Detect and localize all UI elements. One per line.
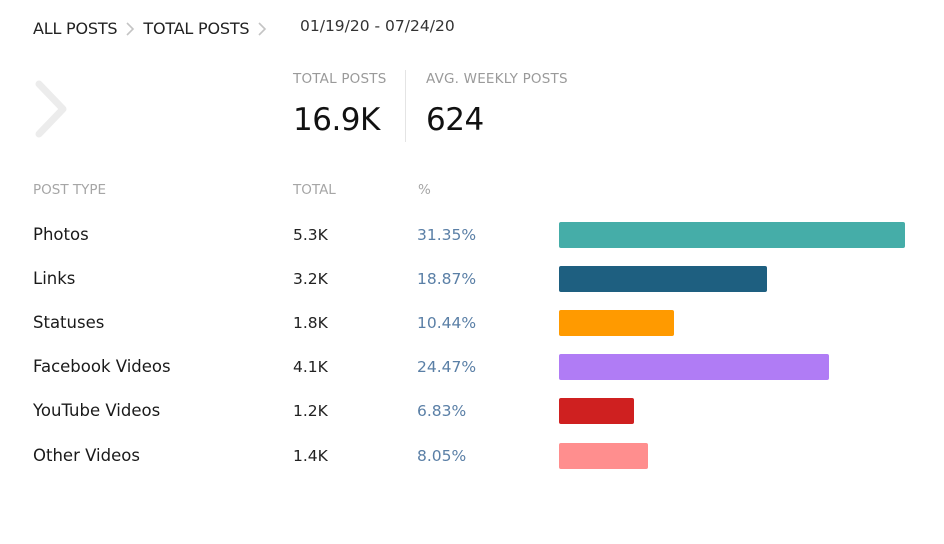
stat-avg-weekly-posts: AVG. WEEKLY POSTS 624 xyxy=(426,70,568,138)
chevron-right-large-icon[interactable] xyxy=(33,80,71,142)
table-row[interactable]: Links 3.2K 18.87% xyxy=(0,266,944,292)
row-bar xyxy=(559,443,648,469)
table-row[interactable]: YouTube Videos 1.2K 6.83% xyxy=(0,398,944,424)
table-row[interactable]: Statuses 1.8K 10.44% xyxy=(0,310,944,336)
row-percent: 8.05% xyxy=(417,447,467,465)
breadcrumb: ALL POSTS TOTAL POSTS xyxy=(33,16,275,40)
row-percent: 31.35% xyxy=(417,226,477,244)
row-percent: 24.47% xyxy=(417,358,477,376)
row-bar xyxy=(559,354,829,380)
table-row[interactable]: Photos 5.3K 31.35% xyxy=(0,222,944,248)
table-row[interactable]: Other Videos 1.4K 8.05% xyxy=(0,443,944,469)
row-bar xyxy=(559,398,634,424)
row-percent: 6.83% xyxy=(417,402,467,420)
column-header-percent: % xyxy=(418,182,431,198)
row-post-type: YouTube Videos xyxy=(33,401,161,420)
column-header-post-type: POST TYPE xyxy=(33,182,107,198)
date-range[interactable]: 01/19/20 - 07/24/20 xyxy=(300,17,455,35)
row-total: 1.4K xyxy=(293,447,328,465)
chevron-right-icon xyxy=(117,19,143,38)
row-post-type: Other Videos xyxy=(33,446,140,465)
stat-value: 16.9K xyxy=(293,102,380,138)
stat-value: 624 xyxy=(426,102,484,138)
row-total: 4.1K xyxy=(293,358,328,376)
row-bar xyxy=(559,310,674,336)
column-header-total: TOTAL xyxy=(293,182,336,198)
row-post-type: Links xyxy=(33,269,76,288)
row-bar xyxy=(559,266,767,292)
row-percent: 10.44% xyxy=(417,314,477,332)
stat-divider xyxy=(405,70,406,142)
row-post-type: Photos xyxy=(33,225,89,244)
row-percent: 18.87% xyxy=(417,270,477,288)
stat-label: AVG. WEEKLY POSTS xyxy=(426,71,568,87)
chevron-right-icon xyxy=(249,19,275,38)
stat-total-posts: TOTAL POSTS 16.9K xyxy=(293,70,386,138)
breadcrumb-all-posts[interactable]: ALL POSTS xyxy=(33,18,118,38)
row-total: 3.2K xyxy=(293,270,328,288)
row-total: 1.8K xyxy=(293,314,328,332)
table-row[interactable]: Facebook Videos 4.1K 24.47% xyxy=(0,354,944,380)
row-total: 1.2K xyxy=(293,402,328,420)
breadcrumb-total-posts[interactable]: TOTAL POSTS xyxy=(143,18,250,38)
row-total: 5.3K xyxy=(293,226,328,244)
row-bar xyxy=(559,222,905,248)
row-post-type: Facebook Videos xyxy=(33,357,171,376)
stat-label: TOTAL POSTS xyxy=(293,71,387,87)
row-post-type: Statuses xyxy=(33,313,105,332)
